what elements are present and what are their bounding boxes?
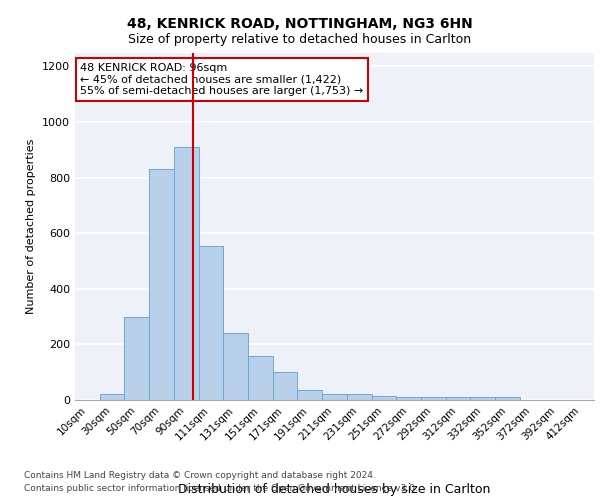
Bar — [495, 397, 520, 400]
Bar — [100, 394, 124, 400]
X-axis label: Distribution of detached houses by size in Carlton: Distribution of detached houses by size … — [178, 484, 491, 496]
Bar — [223, 334, 248, 400]
Bar — [248, 356, 273, 400]
Bar — [199, 246, 223, 400]
Bar — [446, 397, 470, 400]
Bar — [347, 394, 371, 400]
Bar — [174, 147, 199, 400]
Bar — [149, 170, 174, 400]
Bar — [371, 396, 396, 400]
Text: Contains HM Land Registry data © Crown copyright and database right 2024.: Contains HM Land Registry data © Crown c… — [24, 471, 376, 480]
Bar — [124, 316, 149, 400]
Bar — [421, 397, 446, 400]
Bar — [273, 372, 298, 400]
Bar — [322, 394, 347, 400]
Text: Size of property relative to detached houses in Carlton: Size of property relative to detached ho… — [128, 32, 472, 46]
Y-axis label: Number of detached properties: Number of detached properties — [26, 138, 37, 314]
Text: Contains public sector information licensed under the Open Government Licence v3: Contains public sector information licen… — [24, 484, 418, 493]
Text: 48, KENRICK ROAD, NOTTINGHAM, NG3 6HN: 48, KENRICK ROAD, NOTTINGHAM, NG3 6HN — [127, 18, 473, 32]
Bar — [298, 390, 322, 400]
Bar — [396, 397, 421, 400]
Bar — [470, 397, 495, 400]
Text: 48 KENRICK ROAD: 96sqm
← 45% of detached houses are smaller (1,422)
55% of semi-: 48 KENRICK ROAD: 96sqm ← 45% of detached… — [80, 63, 364, 96]
